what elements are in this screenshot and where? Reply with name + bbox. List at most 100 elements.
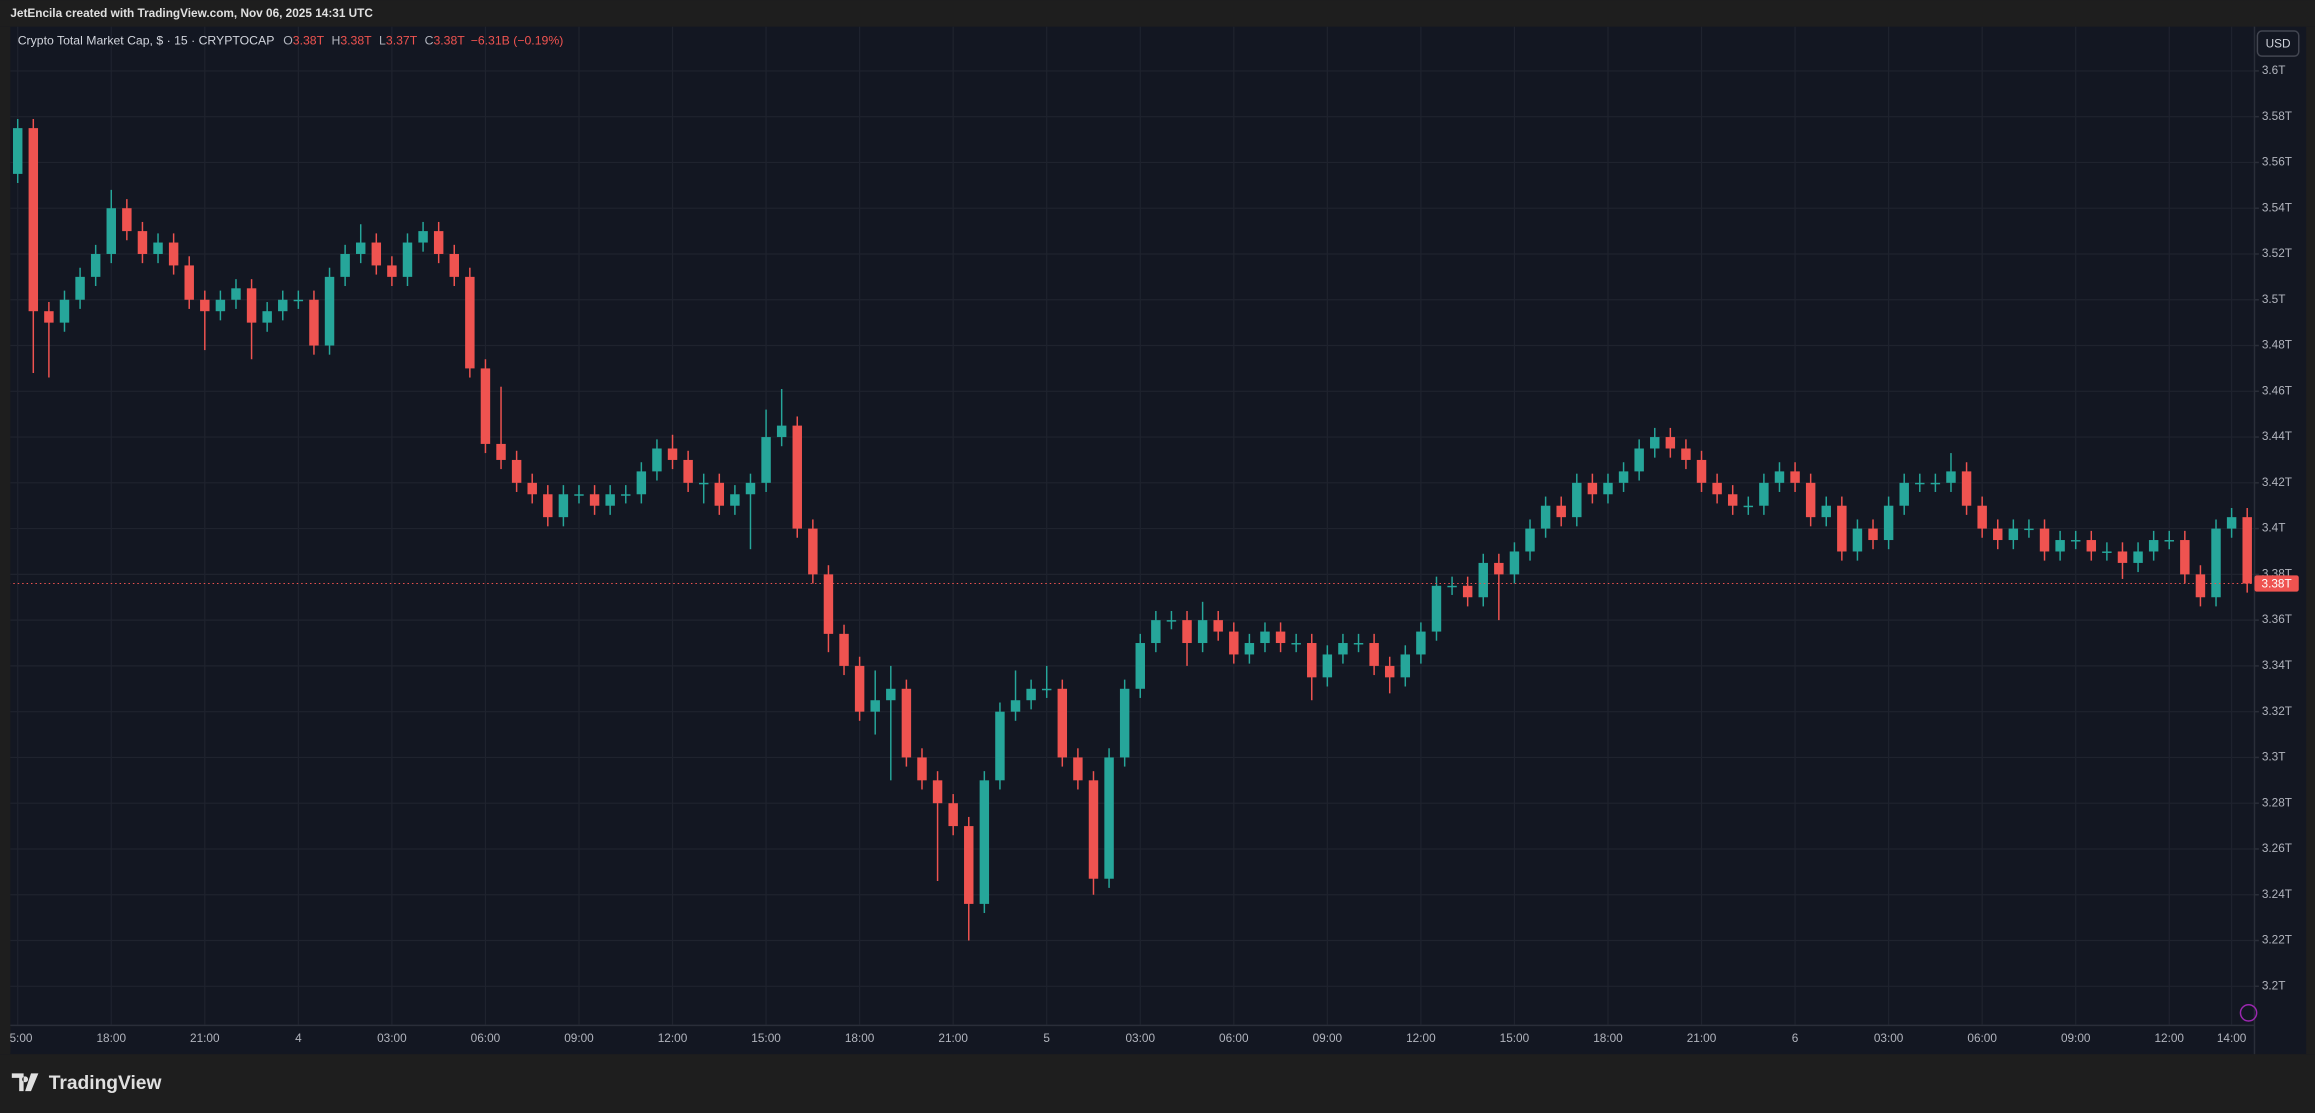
x-tick-label: 18:00 bbox=[845, 1031, 875, 1045]
footer-logo: TradingView bbox=[11, 1073, 161, 1094]
candle-body bbox=[418, 231, 428, 243]
candle-body bbox=[1073, 757, 1083, 781]
candle-body bbox=[589, 494, 600, 506]
y-tick-label: 3.2T bbox=[2262, 978, 2286, 992]
candle-body bbox=[231, 288, 241, 300]
candle-body bbox=[1759, 482, 1769, 506]
candle-body bbox=[511, 459, 522, 483]
candle-body bbox=[1041, 688, 1052, 691]
x-tick-label: 12:00 bbox=[658, 1031, 688, 1045]
legend-h-label: H bbox=[331, 34, 340, 48]
x-tick-label: 06:00 bbox=[1219, 1031, 1249, 1045]
legend-o-label: O bbox=[283, 34, 293, 48]
candle-body bbox=[246, 288, 257, 323]
y-tick-label: 3.54T bbox=[2262, 200, 2292, 214]
candle-body bbox=[1821, 505, 1831, 518]
candle-body bbox=[1275, 631, 1286, 644]
y-tick-label: 3.6T bbox=[2262, 63, 2286, 77]
candle-body bbox=[1353, 643, 1364, 645]
candle-body bbox=[667, 448, 678, 460]
candle-body bbox=[262, 311, 272, 323]
candle-body bbox=[2008, 528, 2019, 541]
candle-body bbox=[153, 242, 163, 254]
candle-body bbox=[683, 459, 693, 483]
y-tick-label: 3.4T bbox=[2262, 521, 2286, 535]
candle-body bbox=[1743, 505, 1754, 508]
x-tick-label: 06:00 bbox=[1967, 1031, 1997, 1045]
candle-body bbox=[2211, 528, 2221, 598]
candle-body bbox=[932, 780, 943, 804]
candle-body bbox=[1416, 631, 1426, 655]
time-axis-mask bbox=[0, 1026, 11, 1053]
candle-body bbox=[652, 448, 662, 472]
candle-body bbox=[1774, 471, 1785, 483]
candle-body bbox=[168, 242, 179, 266]
alert-icon[interactable] bbox=[2239, 1003, 2258, 1022]
y-tick-label: 3.46T bbox=[2262, 383, 2292, 397]
candle-body bbox=[1494, 562, 1504, 575]
candle-body bbox=[2180, 540, 2190, 575]
candle-body bbox=[1899, 482, 1909, 506]
candle-body bbox=[2164, 540, 2174, 542]
candle-body bbox=[808, 528, 818, 575]
candle-body bbox=[1977, 505, 1987, 529]
candle-body bbox=[433, 231, 444, 254]
currency-button-frame[interactable] bbox=[2256, 30, 2300, 57]
candle-body bbox=[1088, 780, 1099, 879]
candle-body bbox=[1057, 688, 1068, 758]
candle-body bbox=[184, 265, 194, 300]
legend-o: 3.38T bbox=[293, 34, 325, 48]
x-tick-label: 03:00 bbox=[377, 1031, 407, 1045]
x-tick-label: 21:00 bbox=[190, 1031, 220, 1045]
candle-body bbox=[1572, 482, 1582, 518]
candle-body bbox=[823, 574, 834, 634]
x-tick-label: 03:00 bbox=[1874, 1031, 1904, 1045]
candle-body bbox=[901, 688, 912, 758]
legend-l-label: L bbox=[379, 34, 386, 48]
candle-body bbox=[1229, 631, 1239, 655]
x-tick-label: 09:00 bbox=[1313, 1031, 1343, 1045]
candle-body bbox=[106, 208, 116, 254]
candle-body bbox=[854, 665, 865, 712]
x-tick-label: 03:00 bbox=[1125, 1031, 1155, 1045]
candle-body bbox=[496, 443, 506, 460]
candle-body bbox=[2102, 551, 2112, 553]
candle-body bbox=[371, 242, 382, 266]
candle-body bbox=[293, 299, 304, 302]
plot bbox=[10, 26, 2255, 1025]
left-border bbox=[0, 26, 11, 1055]
candle-body bbox=[309, 299, 319, 346]
candle-body bbox=[1915, 482, 1925, 485]
x-tick-label: 09:00 bbox=[564, 1031, 594, 1045]
candle-body bbox=[574, 494, 584, 496]
y-tick-label: 3.22T bbox=[2262, 933, 2292, 947]
candle-body bbox=[1151, 620, 1161, 644]
candle-body bbox=[1712, 482, 1722, 495]
candle-body bbox=[340, 253, 350, 277]
currency-button-label[interactable]: USD bbox=[2266, 36, 2291, 50]
x-tick-label: 12:00 bbox=[2154, 1031, 2184, 1045]
candle-body bbox=[1509, 551, 1520, 575]
x-tick-label: 4 bbox=[295, 1031, 302, 1045]
candle-body bbox=[1868, 528, 1878, 541]
x-tick-label: 06:00 bbox=[471, 1031, 501, 1045]
candle-body bbox=[2148, 540, 2159, 552]
candle-body bbox=[1322, 654, 1333, 678]
candle-body bbox=[761, 437, 771, 483]
x-tick-label: 5 bbox=[1043, 1031, 1050, 1045]
candle-body bbox=[324, 276, 335, 346]
candle-body bbox=[2086, 540, 2097, 552]
candle-body bbox=[2226, 517, 2237, 529]
currency-button[interactable]: USD bbox=[2256, 30, 2300, 57]
y-tick-label: 3.56T bbox=[2262, 155, 2292, 169]
axes: 3.2T 3.22T 3.24T 3.26T 3.28T 3.3T 3.32T 3.34T 3.… bbox=[0, 63, 2299, 1053]
candle-body bbox=[1026, 688, 1036, 701]
candle-body bbox=[1618, 471, 1629, 483]
candle-body bbox=[2242, 517, 2252, 584]
candle-body bbox=[1540, 505, 1551, 529]
candle-body bbox=[1462, 585, 1473, 598]
y-tick-label: 3.44T bbox=[2262, 429, 2292, 443]
legend-change: −6.31B (−0.19%) bbox=[471, 34, 564, 48]
candle-body bbox=[1431, 585, 1442, 632]
